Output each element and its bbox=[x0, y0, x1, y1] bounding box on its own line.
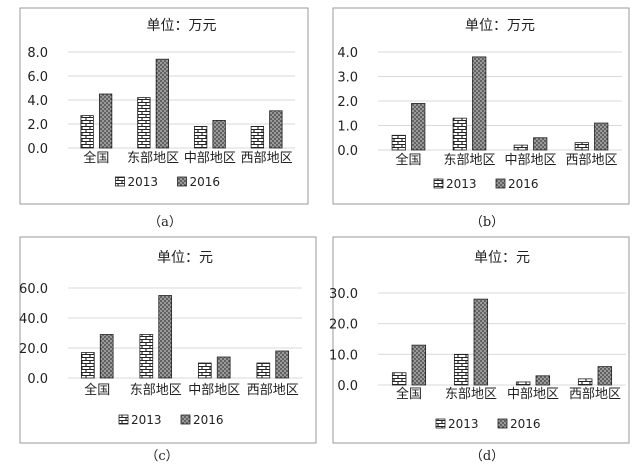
y-tick-label: 4.0 bbox=[337, 46, 358, 61]
bar-2013 bbox=[453, 353, 469, 386]
y-tick-label: 1.0 bbox=[337, 120, 358, 135]
y-tick-label: 6.0 bbox=[27, 70, 48, 85]
bar-2016 bbox=[411, 103, 426, 151]
bar-2013 bbox=[452, 117, 467, 151]
x-category-label: 中部地区 bbox=[184, 151, 236, 166]
bar-2016 bbox=[533, 137, 548, 151]
legend-label-2013: 2013 bbox=[128, 175, 159, 189]
bar-2013 bbox=[197, 362, 212, 379]
bar-2013 bbox=[80, 352, 95, 379]
bar-2013 bbox=[515, 381, 531, 386]
panel-caption: （c） bbox=[145, 449, 178, 464]
x-category-label: 西部地区 bbox=[241, 151, 293, 166]
bar-2016 bbox=[99, 334, 114, 379]
bar-2013 bbox=[139, 334, 154, 379]
x-category-label: 中部地区 bbox=[188, 383, 240, 398]
y-tick-label: 0.0 bbox=[27, 142, 48, 157]
x-category-label: 西部地区 bbox=[565, 153, 617, 168]
legend-label-2016: 2016 bbox=[508, 177, 539, 191]
bar-2013 bbox=[80, 115, 94, 149]
bar-2016 bbox=[212, 120, 226, 149]
bar-2013 bbox=[256, 362, 271, 379]
chart-title: 单位：万元 bbox=[465, 18, 535, 34]
y-tick-label: 0.0 bbox=[337, 379, 358, 394]
legend-swatch-2016 bbox=[177, 176, 187, 187]
y-tick-label: 60.0 bbox=[19, 282, 48, 297]
bar-2016 bbox=[158, 295, 173, 379]
y-tick-label: 0.0 bbox=[27, 372, 48, 387]
legend-label-2013: 2013 bbox=[448, 417, 479, 431]
bar-2013 bbox=[137, 97, 151, 149]
x-category-label: 全国 bbox=[83, 150, 109, 166]
legend-label-2016: 2016 bbox=[510, 417, 541, 431]
legend-label-2016: 2016 bbox=[190, 175, 221, 189]
bar-2016 bbox=[594, 122, 609, 151]
bar-2016 bbox=[411, 344, 427, 386]
x-category-label: 全国 bbox=[395, 152, 421, 168]
x-category-label: 东部地区 bbox=[443, 153, 495, 168]
bar-2016 bbox=[535, 375, 551, 386]
panel-caption: （a） bbox=[148, 215, 182, 230]
y-tick-label: 3.0 bbox=[337, 71, 358, 86]
x-category-label: 中部地区 bbox=[504, 153, 556, 168]
bar-2013 bbox=[513, 144, 528, 151]
y-tick-label: 4.0 bbox=[27, 94, 48, 109]
legend-swatch-2013 bbox=[433, 178, 444, 189]
y-tick-label: 8.0 bbox=[27, 46, 48, 61]
panel-caption: （d） bbox=[470, 449, 504, 464]
x-category-label: 全国 bbox=[84, 382, 110, 398]
chart-title: 单位：元 bbox=[157, 250, 213, 266]
y-tick-label: 2.0 bbox=[27, 118, 48, 133]
bar-2016 bbox=[216, 356, 231, 379]
y-tick-label: 0.0 bbox=[337, 144, 358, 159]
legend-swatch-2016 bbox=[180, 414, 191, 425]
y-tick-label: 10.0 bbox=[329, 348, 358, 363]
chart-title: 单位：万元 bbox=[147, 18, 217, 34]
x-category-label: 中部地区 bbox=[507, 387, 559, 402]
x-category-label: 全国 bbox=[396, 386, 422, 402]
y-tick-label: 2.0 bbox=[337, 95, 358, 110]
bar-2013 bbox=[391, 134, 406, 151]
bar-2013 bbox=[250, 126, 265, 149]
legend-label-2016: 2016 bbox=[193, 413, 224, 427]
legend-swatch-2016 bbox=[497, 418, 508, 429]
y-tick-label: 40.0 bbox=[19, 312, 48, 327]
x-category-label: 东部地区 bbox=[130, 383, 182, 398]
bar-2013 bbox=[574, 142, 589, 151]
bar-2016 bbox=[275, 350, 290, 379]
x-category-label: 西部地区 bbox=[247, 383, 299, 398]
bar-2016 bbox=[155, 58, 170, 149]
bar-2016 bbox=[597, 366, 613, 386]
bar-2013 bbox=[577, 378, 593, 386]
x-category-label: 东部地区 bbox=[127, 151, 179, 166]
bar-2013 bbox=[193, 126, 208, 149]
y-tick-label: 30.0 bbox=[329, 287, 358, 302]
bar-2016 bbox=[98, 93, 113, 149]
y-tick-label: 20.0 bbox=[19, 342, 48, 357]
chart-title: 单位：元 bbox=[474, 250, 530, 266]
legend-label-2013: 2013 bbox=[131, 413, 162, 427]
bar-2016 bbox=[473, 298, 489, 386]
panel-caption: （b） bbox=[470, 215, 504, 230]
bar-2016 bbox=[472, 56, 487, 151]
legend-label-2013: 2013 bbox=[446, 177, 477, 191]
legend-swatch-2016 bbox=[495, 178, 506, 189]
legend-swatch-2013 bbox=[115, 176, 125, 187]
y-tick-label: 20.0 bbox=[329, 318, 358, 333]
legend-swatch-2013 bbox=[118, 414, 129, 425]
x-category-label: 西部地区 bbox=[569, 387, 621, 402]
x-category-label: 东部地区 bbox=[445, 387, 497, 402]
bar-2013 bbox=[391, 372, 407, 386]
legend-swatch-2013 bbox=[435, 418, 446, 429]
bar-2016 bbox=[269, 110, 283, 149]
